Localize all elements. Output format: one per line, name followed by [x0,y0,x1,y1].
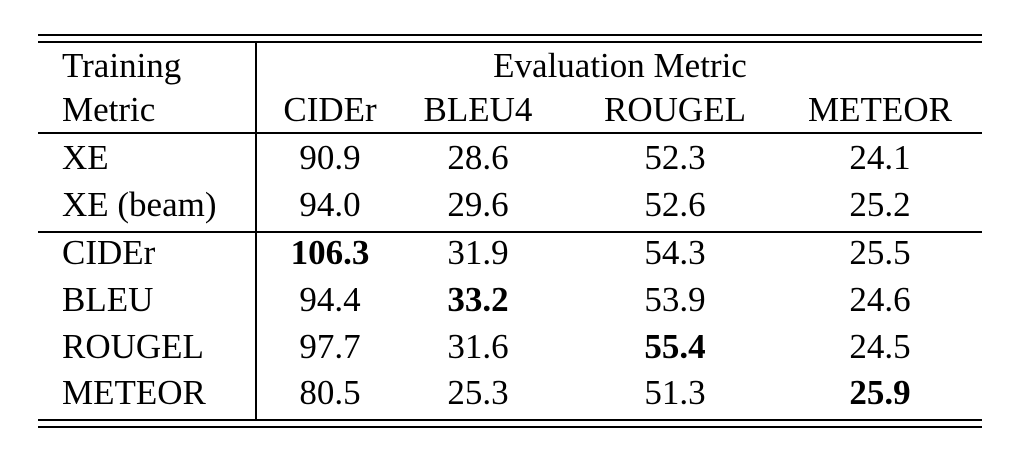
table-cell: 31.9 [447,233,509,272]
table-cell: 25.9 [849,373,911,412]
row-label: ROUGEL [62,327,204,366]
table-cell: 28.6 [447,138,509,177]
bottom-rule-1 [38,419,982,421]
row-header-line1: Training [62,46,182,85]
bottom-rule-2 [38,426,982,428]
table-cell: 53.9 [644,280,706,319]
column-header: BLEU4 [423,90,533,129]
table-cell: 25.3 [447,373,509,412]
column-header: METEOR [808,90,952,129]
table-cell: 52.3 [644,138,706,177]
table-cell: 25.2 [849,185,911,224]
table-cell: 106.3 [290,233,370,272]
table-cell: 31.6 [447,327,509,366]
table-cell: 24.5 [849,327,911,366]
table-cell: 97.7 [299,327,361,366]
row-label: METEOR [62,373,206,412]
group-rule [38,231,982,233]
column-header: ROUGEL [604,90,746,129]
table-cell: 52.6 [644,185,706,224]
table-cell: 51.3 [644,373,706,412]
column-header: CIDEr [283,90,377,129]
row-header-line2: Metric [62,90,156,129]
header-rule [38,132,982,134]
table-cell: 90.9 [299,138,361,177]
table-cell: 80.5 [299,373,361,412]
row-label: BLEU [62,280,154,319]
table-cell: 94.4 [299,280,361,319]
table-cell: 29.6 [447,185,509,224]
top-rule-1 [38,34,982,36]
row-label: XE [62,138,109,177]
table-cell: 24.1 [849,138,911,177]
column-divider [255,42,257,420]
table-cell: 94.0 [299,185,361,224]
table-cell: 54.3 [644,233,706,272]
table-cell: 33.2 [447,280,509,319]
row-label: CIDEr [62,233,156,272]
table-cell: 24.6 [849,280,911,319]
top-rule-2 [38,41,982,43]
group-header: Evaluation Metric [493,46,747,85]
row-label: XE (beam) [62,185,217,224]
table-cell: 55.4 [644,327,706,366]
table-cell: 25.5 [849,233,911,272]
